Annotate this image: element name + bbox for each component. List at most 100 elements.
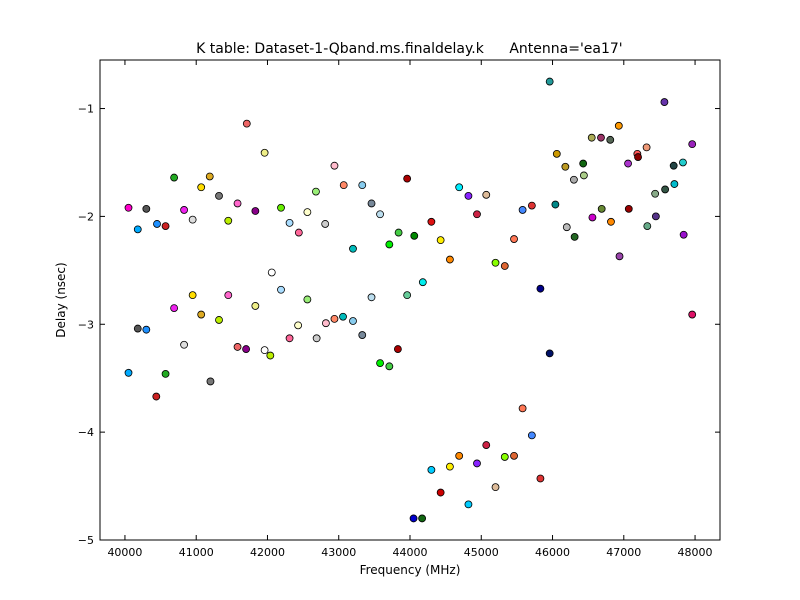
- data-point: [491, 258, 500, 267]
- data-point: [527, 431, 536, 440]
- data-point: [446, 462, 454, 471]
- chart-subtitle: Antenna='ea17': [509, 41, 622, 57]
- data-point: [427, 217, 436, 226]
- data-point: [500, 262, 509, 270]
- data-point: [518, 206, 527, 214]
- data-point: [551, 200, 560, 209]
- data-point: [527, 201, 536, 210]
- data-point: [624, 204, 633, 213]
- data-point: [180, 340, 188, 349]
- data-point: [669, 161, 678, 170]
- data-point: [188, 291, 197, 300]
- data-point: [579, 159, 588, 168]
- data-point: [215, 316, 223, 324]
- data-point: [242, 119, 251, 128]
- data-point: [233, 343, 242, 351]
- y-tick-label: −2: [78, 210, 94, 223]
- data-point: [349, 244, 357, 253]
- data-point: [642, 143, 651, 152]
- data-point: [403, 291, 412, 300]
- data-point: [597, 204, 606, 213]
- data-point: [436, 488, 445, 497]
- x-tick-label: 45000: [464, 546, 499, 559]
- data-point: [339, 312, 347, 321]
- data-point: [409, 514, 418, 523]
- x-tick-label: 43000: [321, 546, 356, 559]
- data-point: [410, 231, 419, 240]
- data-point: [152, 392, 161, 401]
- data-point: [358, 331, 367, 339]
- data-point: [376, 210, 384, 219]
- data-point: [170, 304, 179, 312]
- x-tick-label: 40000: [107, 546, 142, 559]
- data-point: [688, 140, 697, 149]
- data-point: [367, 199, 376, 208]
- data-point: [142, 325, 151, 334]
- data-point: [260, 346, 269, 355]
- data-point: [464, 500, 473, 509]
- data-point: [607, 217, 615, 226]
- data-point: [446, 255, 454, 264]
- data-point: [624, 159, 632, 168]
- data-point: [285, 218, 294, 227]
- data-point: [180, 206, 188, 214]
- data-point: [385, 362, 394, 371]
- data-point: [260, 148, 269, 157]
- data-point: [385, 240, 394, 249]
- data-point: [473, 459, 481, 468]
- data-point: [188, 215, 197, 224]
- data-point: [570, 175, 578, 184]
- data-point: [579, 171, 588, 180]
- data-point: [679, 158, 687, 167]
- data-point: [322, 319, 330, 328]
- data-point: [394, 228, 403, 237]
- data-point: [491, 483, 500, 492]
- data-point: [482, 441, 491, 449]
- data-point: [267, 268, 276, 277]
- y-tick-label: −4: [78, 426, 94, 439]
- data-point: [615, 252, 624, 261]
- data-point: [464, 192, 473, 200]
- data-point: [436, 236, 445, 245]
- data-point: [536, 284, 545, 293]
- data-point: [133, 225, 142, 234]
- data-point: [161, 222, 170, 231]
- data-point: [161, 369, 170, 378]
- data-point: [205, 172, 214, 181]
- data-point: [233, 199, 242, 208]
- data-point: [358, 181, 367, 190]
- data-point: [427, 465, 436, 474]
- data-point: [303, 295, 312, 304]
- x-axis-label: Frequency (MHz): [360, 563, 461, 577]
- data-point: [312, 334, 321, 343]
- y-axis-label: Delay (nsec): [54, 262, 68, 337]
- data-point: [242, 345, 250, 353]
- data-point: [277, 285, 285, 294]
- data-point: [197, 183, 206, 192]
- data-point: [606, 135, 615, 144]
- data-point: [285, 334, 294, 343]
- data-point: [688, 310, 697, 319]
- data-point: [455, 451, 464, 460]
- data-point: [510, 235, 518, 243]
- data-point: [197, 310, 206, 319]
- data-point: [367, 293, 376, 302]
- data-point: [418, 514, 427, 523]
- data-point: [153, 220, 161, 228]
- data-point: [500, 453, 509, 461]
- y-tick-label: −5: [78, 534, 94, 547]
- data-point: [588, 213, 597, 222]
- data-point: [643, 222, 652, 231]
- data-point: [312, 187, 320, 196]
- data-point: [536, 474, 545, 483]
- data-point: [124, 203, 133, 212]
- data-point: [597, 133, 605, 142]
- data-point: [482, 190, 491, 199]
- data-point: [634, 153, 642, 161]
- data-point: [124, 368, 133, 377]
- data-point: [215, 192, 223, 200]
- data-point: [473, 210, 481, 219]
- x-tick-label: 47000: [606, 546, 641, 559]
- data-point: [455, 183, 464, 192]
